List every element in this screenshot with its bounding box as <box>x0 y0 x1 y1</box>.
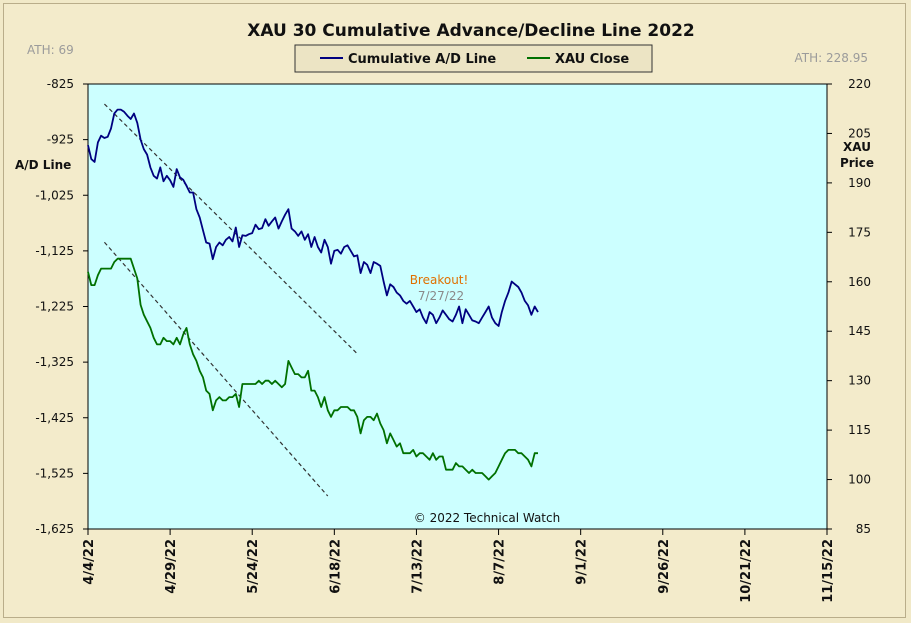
breakout-annotation-date: 7/27/22 <box>418 289 464 303</box>
legend-label-xau: XAU Close <box>555 52 629 67</box>
x-axis: 4/4/22 4/29/22 5/24/22 6/18/22 7/13/22 8/7/22… <box>82 529 836 603</box>
svg-text:Price: Price <box>840 156 874 170</box>
y-right-tick-label: 220 <box>848 77 871 91</box>
y-right-tick-label: 100 <box>848 473 871 487</box>
x-tick-label: 9/1/22 <box>575 539 590 585</box>
y-right-axis-label: XAU Price <box>840 140 874 170</box>
ath-right-label: ATH: 228.95 <box>795 51 868 65</box>
x-tick-label: 5/24/22 <box>246 539 261 594</box>
y-right-tick-label: 145 <box>848 324 871 338</box>
y-left-axis: -825 -925 -1,025 -1,125 -1,225 -1,325 -1,425 -1… <box>35 77 88 536</box>
xau-close-series <box>87 257 538 481</box>
series-lines <box>87 108 539 481</box>
x-tick-label: 10/21/22 <box>739 539 754 603</box>
ad-line-series <box>87 108 539 327</box>
y-right-tick-label: 175 <box>848 225 871 239</box>
x-tick-label: 4/4/22 <box>82 539 97 585</box>
chart-title: XAU 30 Cumulative Advance/Decline Line 2… <box>247 21 694 41</box>
y-left-tick-label: -1,625 <box>35 522 74 536</box>
x-tick-label: 7/13/22 <box>410 539 425 594</box>
chart-credit: © 2022 Technical Watch <box>414 511 560 525</box>
y-left-tick-label: -1,125 <box>35 244 74 258</box>
legend: Cumulative A/D Line XAU Close <box>294 44 653 73</box>
y-right-tick-label: 115 <box>848 423 871 437</box>
y-right-tick-label: 190 <box>848 176 871 190</box>
x-tick-label: 4/29/22 <box>164 539 179 594</box>
y-right-tick-label: 130 <box>848 374 871 388</box>
y-right-tick-label: 85 <box>856 522 871 536</box>
x-tick-label: 9/26/22 <box>657 539 672 594</box>
y-right-tick-label: 205 <box>848 126 871 140</box>
plot-area <box>87 83 828 530</box>
y-left-axis-label: A/D Line <box>15 158 71 172</box>
legend-label-ad: Cumulative A/D Line <box>348 52 496 67</box>
trendline-2 <box>103 241 329 497</box>
svg-text:XAU: XAU <box>843 140 871 154</box>
y-left-tick-label: -1,025 <box>35 188 74 202</box>
y-right-tick-label: 160 <box>848 275 871 289</box>
x-tick-label: 6/18/22 <box>328 539 343 594</box>
trendlines <box>103 103 358 497</box>
y-right-axis: 220 205 190 175 160 145 130 115 100 85 <box>827 77 871 536</box>
breakout-annotation-label: Breakout! <box>410 273 469 287</box>
trendline-1 <box>104 103 358 355</box>
y-left-tick-label: -1,325 <box>35 355 74 369</box>
y-left-tick-label: -1,425 <box>35 411 74 425</box>
x-tick-label: 11/15/22 <box>821 539 836 603</box>
ath-left-label: ATH: 69 <box>27 43 74 57</box>
y-left-tick-label: -1,525 <box>35 466 74 480</box>
y-left-tick-label: -925 <box>47 133 74 147</box>
y-left-tick-label: -825 <box>47 77 74 91</box>
y-left-tick-label: -1,225 <box>35 300 74 314</box>
x-tick-label: 8/7/22 <box>493 539 508 585</box>
